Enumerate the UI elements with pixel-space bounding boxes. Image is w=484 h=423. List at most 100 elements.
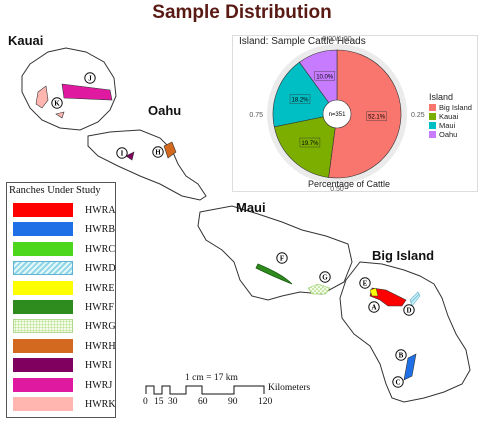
oahu-label: Oahu [148, 103, 182, 118]
pie-value-label: 19.7% [301, 141, 319, 147]
legend-item: HWRH [13, 338, 116, 357]
svg-text:G: G [322, 274, 328, 282]
scale-tick-label: 90 [228, 397, 238, 407]
svg-text:F: F [280, 255, 284, 263]
legend-label: HWRA [85, 205, 116, 216]
maui-label: Maui [236, 200, 266, 215]
svg-text:A: A [371, 304, 376, 312]
ranch-hwrk-area-2 [55, 111, 65, 119]
pie-value-label-box [314, 71, 335, 81]
ranch-hwri-area [125, 151, 135, 161]
site-marker: A [368, 301, 380, 313]
ranch-hwra-area [369, 287, 407, 307]
ranch-hwrk-area [35, 85, 49, 109]
scale-tick-label: 30 [168, 397, 178, 407]
legend-swatch [13, 397, 73, 411]
pie-value-label-box [366, 111, 387, 121]
site-marker: F [276, 252, 288, 264]
legend-item: HWRC [13, 241, 115, 260]
pie-center-hole [322, 99, 352, 129]
svg-text:J: J [88, 75, 92, 83]
chart-legend-swatch [429, 104, 436, 111]
legend-item: HWRK [13, 397, 116, 415]
pie-value-label: 18.2% [292, 98, 310, 104]
legend-title: Ranches Under Study [9, 185, 101, 196]
pie-slice [298, 49, 338, 115]
site-marker: J [84, 72, 96, 84]
ranch-hwrd-area [409, 291, 421, 307]
svg-text:K: K [54, 100, 60, 108]
legend-swatch [13, 300, 73, 314]
svg-text:B: B [399, 352, 404, 360]
legend-label: HWRF [85, 302, 114, 313]
pie-slice [328, 49, 402, 179]
site-marker: E [359, 277, 371, 289]
site-marker: H [152, 146, 164, 158]
legend-label: HWRK [85, 399, 116, 410]
svg-text:I: I [121, 150, 124, 158]
maui-island-shape [197, 205, 353, 301]
pie-axis-tick: 0.25 [411, 112, 425, 119]
chart-legend-label: Maui [439, 121, 456, 130]
marker-layer: J K I H F G E A D B C [51, 72, 415, 388]
legend-item: HWRF [13, 300, 114, 318]
legend-swatch [13, 338, 73, 353]
legend-item: HWRB [13, 222, 115, 240]
legend-swatch [13, 261, 73, 276]
ranch-hwrg-area [307, 283, 331, 295]
legend-label: HWRJ [85, 379, 113, 391]
oahu-island-shape [87, 129, 207, 201]
legend-swatch [13, 280, 73, 295]
big-island-label: Big Island [372, 248, 435, 263]
legend-swatch [13, 241, 73, 256]
ranch-hwrh-area [163, 141, 177, 159]
svg-text:C: C [395, 379, 400, 387]
legend-label: HWRI [85, 360, 112, 372]
legend-swatch [13, 377, 73, 392]
ranch-hwrj-area [61, 83, 113, 101]
legend-label: HWRH [85, 340, 116, 352]
pie-value-label-box [289, 94, 311, 104]
site-marker: D [403, 304, 415, 316]
ranch-legend: Ranches Under Study HWRA HWRB HWRC HWRD HWRE… [6, 182, 116, 418]
pie-axis-tick: 0.50 [330, 186, 344, 193]
kauai-label: Kauai [8, 33, 44, 48]
ranch-hwrb-area [403, 353, 417, 381]
scale-ratio: 1 cm = 17 km [185, 373, 238, 383]
site-marker: C [392, 376, 404, 388]
chart-title: Island: Sample Cattle Heads [239, 36, 366, 47]
legend-item: HWRG [13, 319, 116, 337]
chart-legend-swatch [429, 131, 436, 138]
chart-xlabel: Percentage of Cattle [307, 179, 391, 189]
scale-tick-label: 60 [198, 397, 208, 407]
legend-label: HWRG [85, 321, 116, 333]
legend-item: HWRE [13, 280, 115, 299]
legend-swatch [13, 358, 73, 373]
chart-legend-item: Maui [429, 121, 479, 130]
pie-center-label: n=351 [329, 112, 347, 118]
legend-label: HWRD [85, 263, 116, 275]
pie-value-label: 52.1% [368, 115, 386, 121]
pie-axis-tick: 0.00/1.00 [322, 36, 351, 43]
legend-item: HWRI [13, 358, 113, 376]
chart-legend-item: Oahu [429, 130, 479, 139]
chart-legend-title: Island [429, 92, 454, 102]
scale-tick-label: 0 [143, 397, 148, 407]
legend-swatch [13, 203, 73, 217]
legend-item: HWRA [13, 203, 116, 221]
scale-tick-label: 120 [258, 397, 273, 407]
svg-text:H: H [155, 149, 161, 157]
site-marker: G [319, 271, 331, 283]
legend-label: HWRE [85, 282, 115, 294]
pie-value-label-box [299, 137, 321, 148]
chart-legend-item: Kauai [429, 112, 479, 121]
svg-text:E: E [363, 280, 368, 288]
map-title: Sample Distribution [152, 2, 332, 23]
chart-legend-label: Big Island [439, 103, 472, 112]
ranch-hwrf-area [255, 263, 293, 285]
legend-swatch [13, 222, 73, 237]
inset-pie-chart: Island: Sample Cattle Heads n=351 52.1% 19… [232, 35, 479, 193]
chart-legend-swatch [429, 122, 436, 129]
